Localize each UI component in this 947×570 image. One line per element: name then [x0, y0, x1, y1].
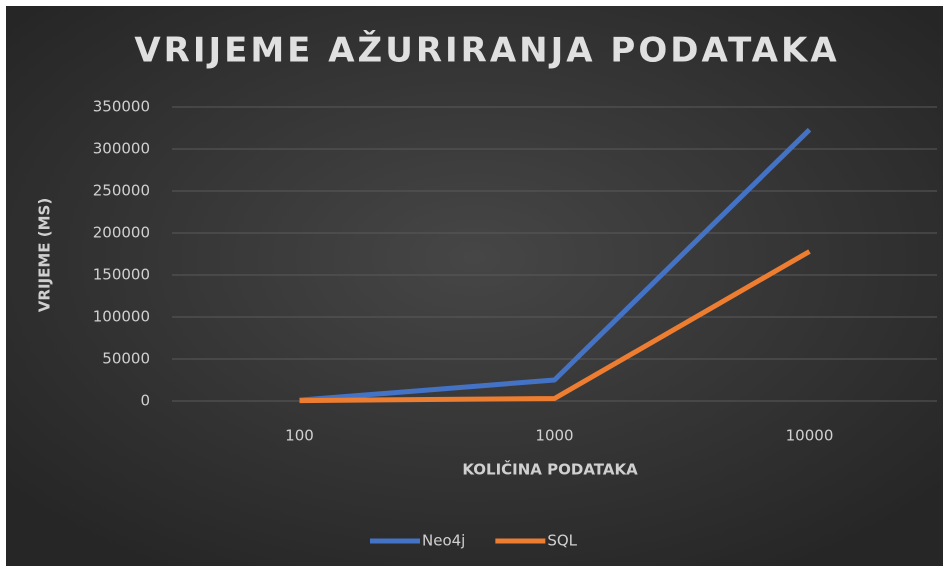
data-line	[299, 127, 812, 403]
x-tick-label: 100	[285, 427, 314, 445]
x-tick-label: 10000	[786, 427, 834, 445]
y-tick-label: 250000	[93, 182, 150, 200]
y-axis-label: VRIJEME (MS)	[36, 198, 54, 312]
y-tick-label: 0	[140, 392, 150, 410]
x-tick-label: 1000	[535, 427, 573, 445]
y-tick-label: 300000	[93, 140, 150, 158]
chart-title: VRIJEME AŽURIRANJA PODATAKA	[134, 30, 839, 71]
y-tick-label: 350000	[93, 98, 150, 116]
data-line	[299, 249, 811, 404]
y-tick-label: 50000	[102, 350, 150, 368]
x-axis-label: KOLIČINA PODATAKA	[462, 460, 638, 479]
y-tick-label: 100000	[93, 308, 150, 326]
y-tick-label: 150000	[93, 266, 150, 284]
y-tick-label: 200000	[93, 224, 150, 242]
legend-label: SQL	[547, 532, 577, 550]
legend-label: Neo4j	[422, 532, 465, 550]
chart-background	[6, 6, 943, 566]
